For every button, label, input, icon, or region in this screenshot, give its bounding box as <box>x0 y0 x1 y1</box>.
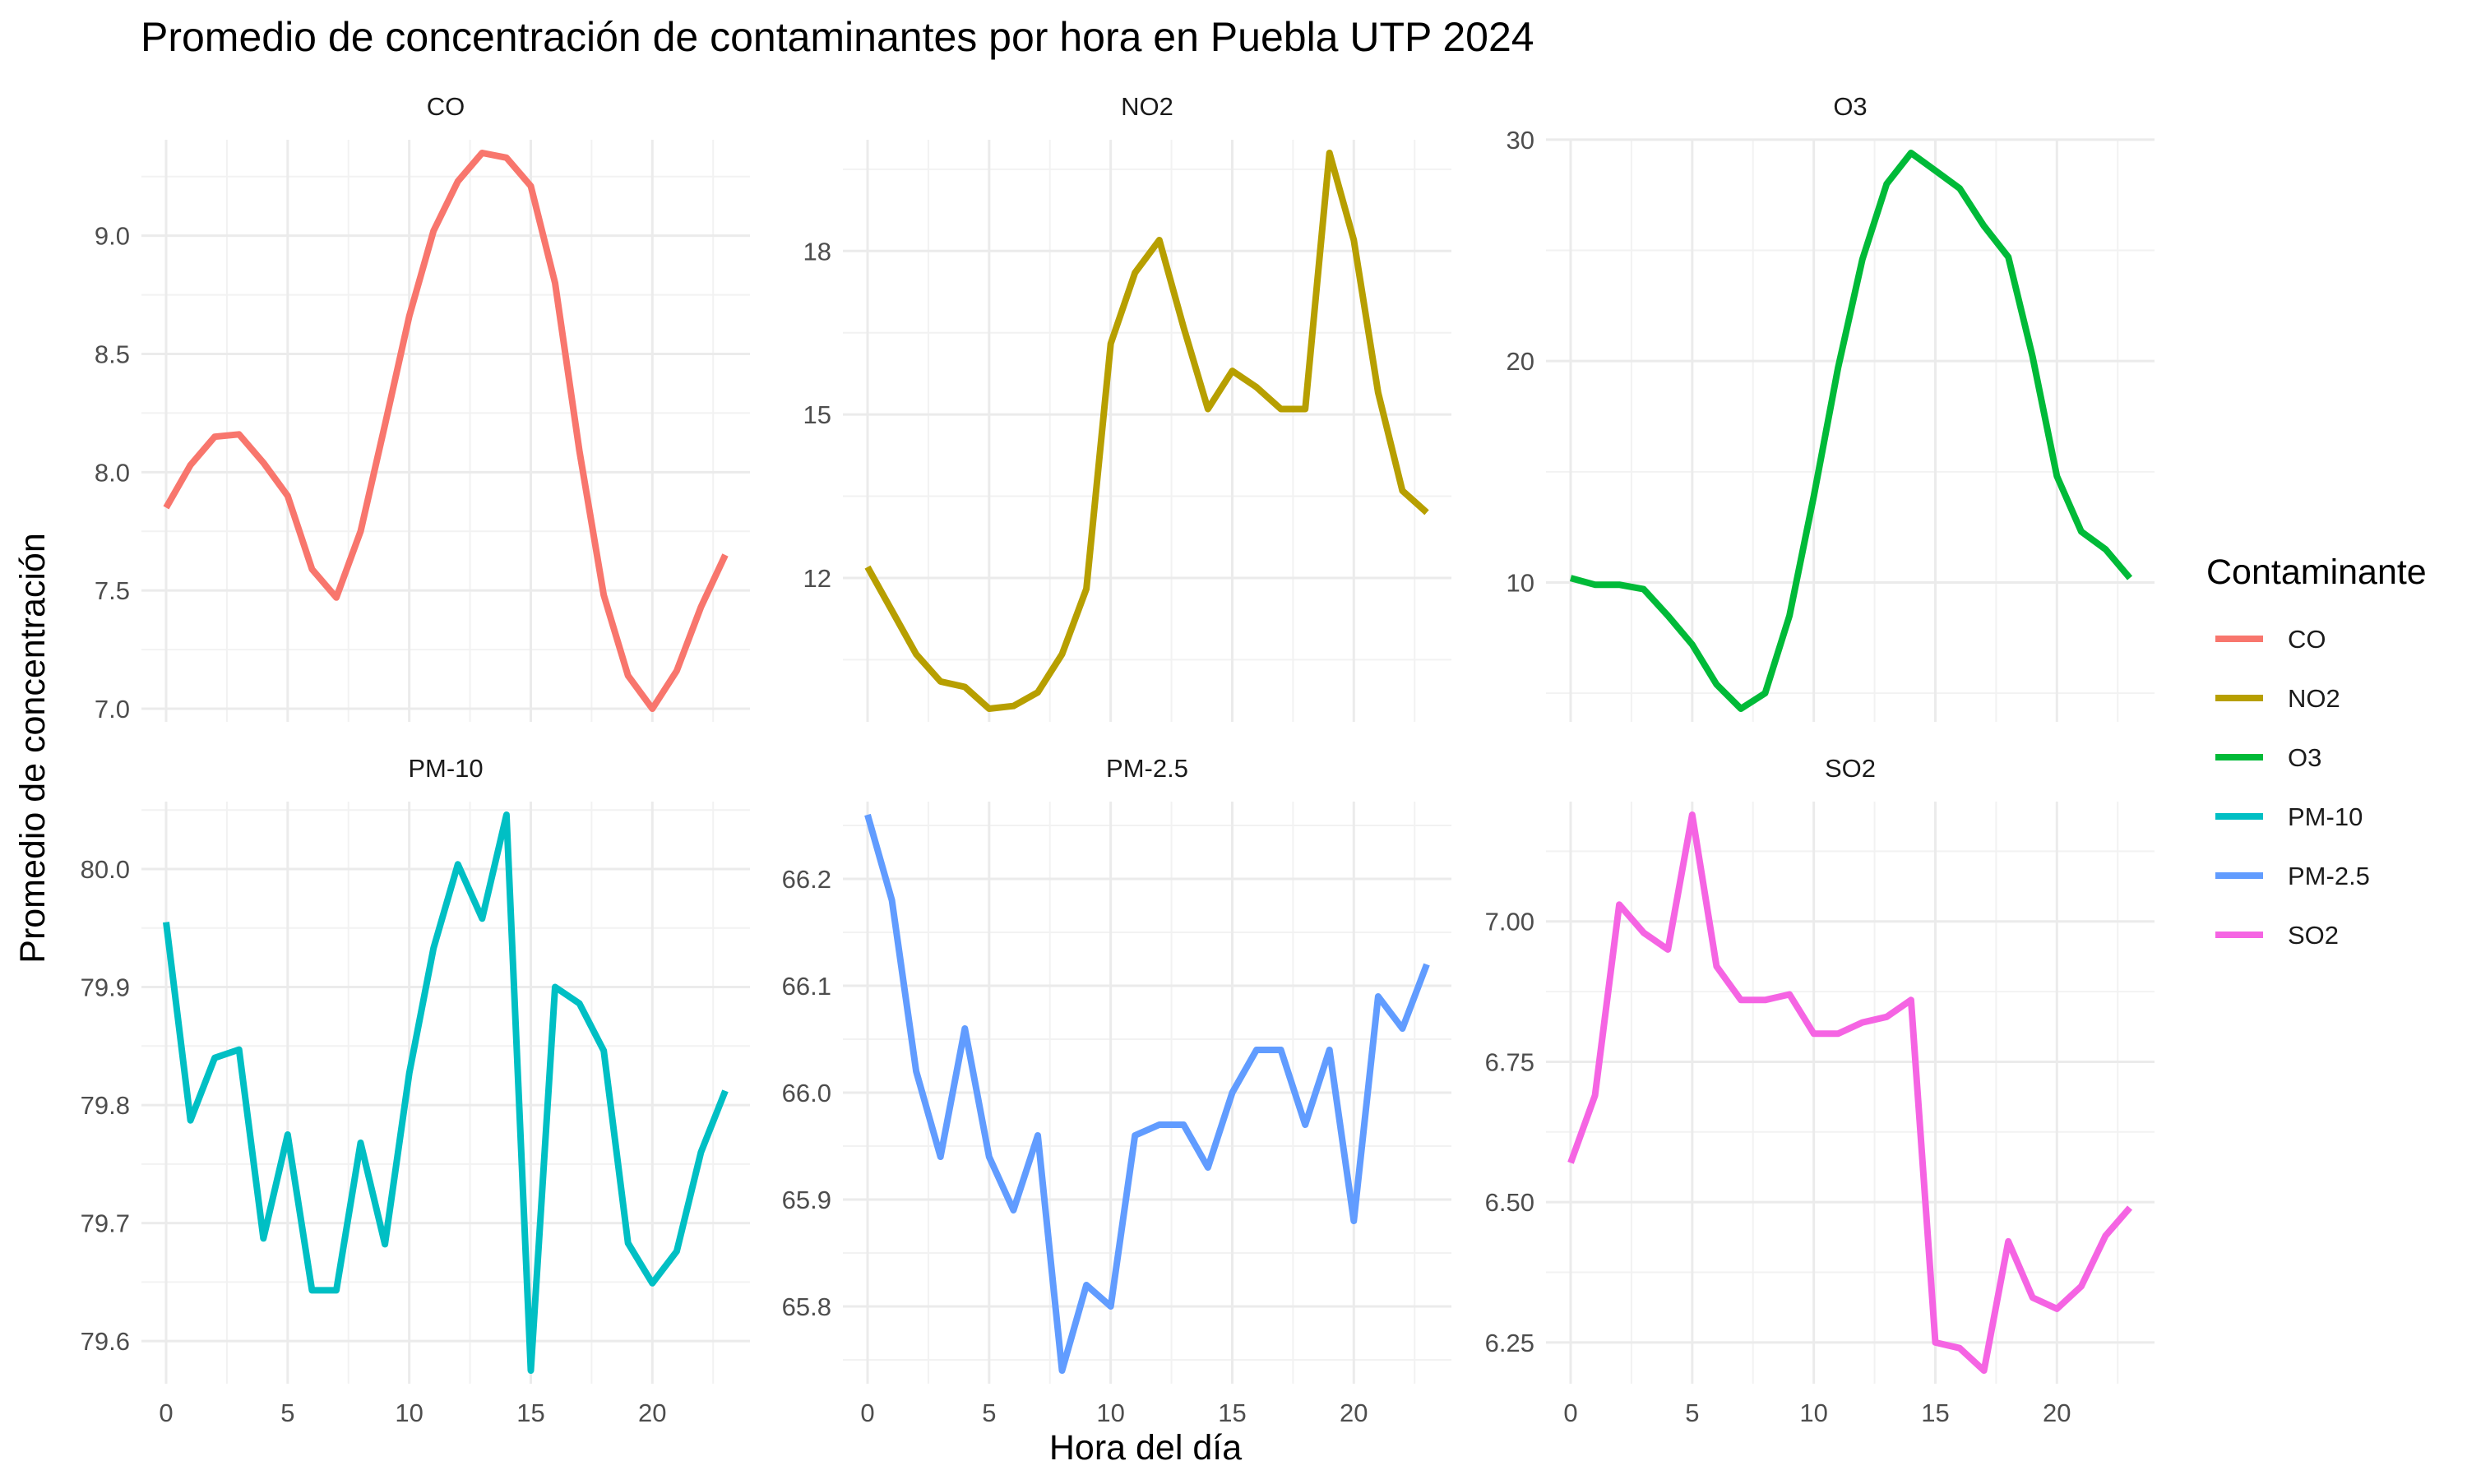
panel-o3: O3 10 20 30 <box>1507 92 2155 722</box>
gridlines-no2 <box>843 140 1451 722</box>
facet-strip-label-so2: SO2 <box>1825 754 1876 783</box>
y-tick-label: 20 <box>1507 347 1534 376</box>
panel-co: CO 7.0 7.5 8.0 8.5 9.0 <box>95 92 750 724</box>
legend-label-pm-2-5: PM-2.5 <box>2288 862 2370 890</box>
y-tick-label: 66.2 <box>782 865 831 894</box>
x-tick-label: 0 <box>860 1398 874 1427</box>
x-tick-label: 15 <box>1921 1398 1949 1427</box>
panel-no2: NO2 12 15 18 <box>803 92 1451 722</box>
facet-strip-label-pm-2-5: PM-2.5 <box>1106 754 1188 783</box>
y-tick-label: 12 <box>803 564 831 593</box>
y-tick-label: 6.50 <box>1485 1188 1534 1217</box>
y-tick-label: 18 <box>803 237 831 266</box>
legend-label-co: CO <box>2288 625 2326 654</box>
facet-strip-label-no2: NO2 <box>1121 92 1173 121</box>
y-tick-label: 9.0 <box>95 222 130 251</box>
y-tick-label: 79.6 <box>81 1327 130 1356</box>
panel-so2: SO2 6.25 6.50 6.75 7.00 0 5 10 15 20 <box>1485 754 2155 1427</box>
y-tick-label: 30 <box>1507 126 1534 155</box>
y-tick-label: 6.75 <box>1485 1047 1534 1076</box>
y-tick-label: 8.5 <box>95 340 130 369</box>
panel-pm-10: PM-10 79.6 79.7 79.8 79.9 80.0 0 5 10 15 20 <box>81 754 750 1427</box>
legend-item-pm-2-5: PM-2.5 <box>2215 862 2370 890</box>
legend-item-pm-10: PM-10 <box>2215 802 2363 831</box>
y-tick-label: 10 <box>1507 568 1534 597</box>
x-tick-label: 10 <box>1096 1398 1124 1427</box>
legend-label-o3: O3 <box>2288 743 2321 772</box>
legend-label-pm-10: PM-10 <box>2288 802 2363 831</box>
series-line-so2 <box>1567 811 2133 1374</box>
x-tick-label: 20 <box>2043 1398 2071 1427</box>
x-tick-label: 20 <box>1340 1398 1368 1427</box>
panel-pm-2-5: PM-2.5 65.8 65.9 66.0 66.1 66.2 0 5 10 15 20 <box>782 754 1451 1427</box>
legend-label-so2: SO2 <box>2288 921 2339 950</box>
legend-item-co: CO <box>2215 625 2326 654</box>
y-tick-label: 79.9 <box>81 973 130 1002</box>
series-line-o3 <box>1569 150 2133 712</box>
x-tick-label: 5 <box>982 1398 996 1427</box>
x-tick-label: 0 <box>1563 1398 1577 1427</box>
x-tick-label: 0 <box>159 1398 173 1427</box>
legend-item-o3: O3 <box>2215 743 2321 772</box>
legend-item-so2: SO2 <box>2215 921 2339 950</box>
facet-strip-label-o3: O3 <box>1833 92 1867 121</box>
legend: Contaminante CO NO2 O3 PM-10 PM-2.5 SO2 <box>2206 552 2427 950</box>
legend-label-no2: NO2 <box>2288 684 2340 713</box>
y-axis-title: Promedio de concentración <box>13 533 53 963</box>
y-tick-label: 6.25 <box>1485 1329 1534 1357</box>
y-tick-label: 65.9 <box>782 1186 831 1214</box>
y-tick-label: 7.5 <box>95 576 130 605</box>
facet-strip-label-co: CO <box>427 92 465 121</box>
x-tick-label: 15 <box>1218 1398 1246 1427</box>
series-line-pm-2-5 <box>864 813 1430 1374</box>
y-tick-label: 80.0 <box>81 855 130 884</box>
series-line-no2 <box>864 150 1429 712</box>
x-tick-label: 20 <box>638 1398 666 1427</box>
y-tick-label: 7.00 <box>1485 908 1534 936</box>
y-tick-label: 66.1 <box>782 972 831 1001</box>
x-tick-label: 10 <box>1799 1398 1827 1427</box>
y-tick-label: 79.8 <box>81 1091 130 1120</box>
y-tick-label: 66.0 <box>782 1079 831 1107</box>
facet-panels: CO 7.0 7.5 8.0 8.5 9.0 NO2 12 15 18 O3 10 20 30 PM-10 7… <box>81 92 2155 1427</box>
y-tick-label: 7.0 <box>95 695 130 724</box>
series-line-co <box>163 150 729 712</box>
legend-title: Contaminante <box>2206 552 2427 592</box>
y-tick-label: 79.7 <box>81 1209 130 1238</box>
x-tick-label: 5 <box>280 1398 294 1427</box>
gridlines-o3 <box>1546 138 2155 722</box>
chart-title: Promedio de concentración de contaminant… <box>141 14 1534 60</box>
y-tick-label: 65.8 <box>782 1292 831 1321</box>
x-axis-title: Hora del día <box>1049 1428 1242 1468</box>
x-tick-label: 15 <box>516 1398 544 1427</box>
x-tick-label: 5 <box>1685 1398 1699 1427</box>
legend-item-no2: NO2 <box>2215 684 2340 713</box>
y-tick-label: 15 <box>803 400 831 429</box>
x-tick-label: 10 <box>395 1398 423 1427</box>
facet-strip-label-pm-10: PM-10 <box>408 754 483 783</box>
gridlines-so2 <box>1546 802 2155 1384</box>
series-line-pm-10 <box>163 811 729 1374</box>
y-tick-label: 8.0 <box>95 458 130 487</box>
gridlines-pm-10 <box>141 802 750 1384</box>
